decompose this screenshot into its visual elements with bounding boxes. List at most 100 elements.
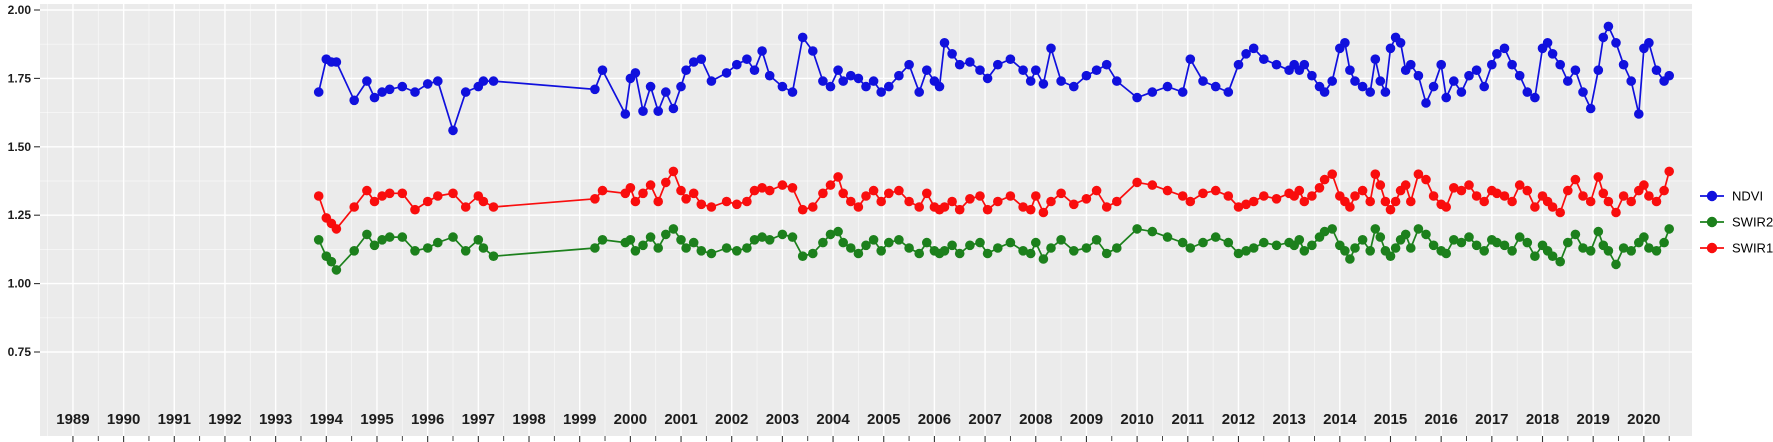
data-point (1177, 87, 1188, 97)
data-point (1449, 76, 1459, 86)
data-point (1081, 194, 1092, 204)
data-point (954, 248, 965, 259)
data-point (1421, 229, 1431, 240)
data-point (460, 246, 471, 256)
data-point (1132, 92, 1142, 103)
data-point (894, 235, 904, 245)
data-point (620, 109, 631, 119)
data-point (764, 185, 775, 196)
data-point (1585, 246, 1596, 256)
data-point (668, 166, 679, 177)
data-point (1492, 237, 1502, 248)
data-point (721, 68, 732, 78)
data-point (478, 196, 489, 207)
data-point (1507, 246, 1517, 256)
data-point (1101, 248, 1112, 259)
data-point (947, 49, 957, 59)
data-point (362, 185, 372, 196)
data-point (1233, 202, 1244, 212)
data-point (1644, 243, 1654, 253)
x-tick-label: 1995 (360, 411, 393, 428)
data-point (1380, 196, 1391, 207)
data-point (597, 65, 608, 75)
data-point (1449, 183, 1459, 193)
y-tick-label: 0.75 (8, 345, 32, 359)
data-point (894, 70, 904, 81)
data-point (787, 183, 798, 193)
data-point (884, 237, 894, 248)
data-point (397, 232, 408, 242)
data-point (1248, 243, 1259, 253)
data-point (1271, 240, 1282, 251)
data-point (1626, 76, 1636, 86)
data-point (914, 202, 924, 212)
data-point (1091, 235, 1102, 245)
data-point (732, 59, 742, 70)
data-point (1507, 196, 1517, 207)
legend-key-point (1706, 242, 1718, 254)
data-point (1241, 199, 1251, 210)
data-point (982, 204, 993, 215)
data-point (721, 196, 732, 207)
data-point (1031, 191, 1041, 201)
data-point (313, 191, 324, 201)
data-point (1223, 237, 1234, 248)
data-point (384, 84, 395, 95)
data-point (696, 54, 707, 64)
data-point (1259, 54, 1269, 64)
data-point (1350, 76, 1360, 86)
series-swir2 (313, 224, 1674, 275)
data-point (1046, 243, 1056, 253)
data-point (1319, 226, 1330, 237)
data-point (1563, 237, 1573, 248)
data-point (1241, 246, 1251, 256)
x-tick-label: 1997 (462, 411, 495, 428)
data-point (1578, 243, 1588, 253)
data-point (1345, 254, 1355, 264)
data-point (313, 87, 324, 97)
data-point (410, 87, 420, 97)
data-point (681, 65, 691, 75)
data-point (1428, 240, 1439, 251)
data-point (1005, 237, 1016, 248)
data-point (1441, 92, 1451, 103)
data-point (1370, 54, 1381, 64)
data-point (1375, 76, 1386, 86)
data-point (1570, 229, 1581, 240)
data-point (1598, 32, 1609, 43)
data-point (1471, 65, 1482, 75)
data-point (1147, 180, 1158, 190)
data-point (1038, 207, 1049, 218)
data-point (777, 229, 788, 240)
data-point (1314, 183, 1325, 193)
data-point (1025, 204, 1036, 215)
data-point (1603, 21, 1614, 32)
data-point (1578, 191, 1588, 201)
data-point (838, 76, 848, 86)
data-point (1294, 235, 1305, 245)
data-point (1307, 191, 1317, 201)
axis-ticks (34, 9, 1670, 442)
data-point (764, 70, 775, 81)
x-tick-label: 2005 (867, 411, 900, 428)
data-point (1547, 49, 1558, 59)
data-point (922, 188, 932, 199)
data-point (1162, 232, 1173, 242)
data-point (478, 243, 489, 253)
data-point (1294, 185, 1305, 196)
data-point (681, 243, 691, 253)
data-point (1499, 191, 1510, 201)
x-tick-label: 1994 (310, 411, 344, 428)
data-point (1198, 237, 1208, 248)
data-point (732, 199, 742, 210)
data-point (975, 65, 985, 75)
data-point (1413, 224, 1424, 234)
data-point (645, 180, 656, 190)
data-point (377, 87, 387, 97)
data-point (1259, 237, 1269, 248)
data-point (1471, 240, 1482, 251)
data-point (433, 76, 443, 86)
data-point (904, 196, 914, 207)
data-point (904, 243, 914, 253)
data-point (1603, 196, 1614, 207)
